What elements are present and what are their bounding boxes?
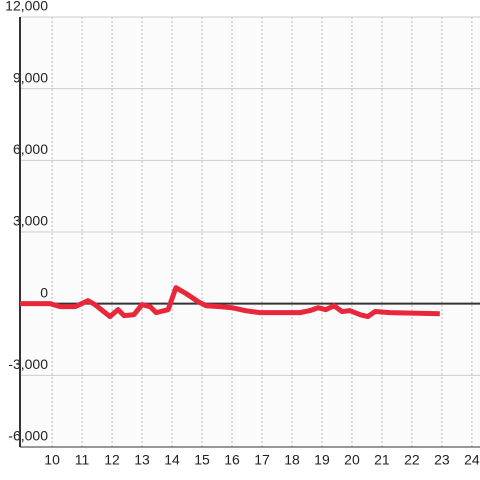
- x-tick-label: 12: [104, 452, 120, 468]
- y-tick-label: 3,000: [13, 213, 48, 229]
- data-line: [20, 285, 440, 320]
- x-tick-label: 18: [284, 452, 300, 468]
- y-tick-label: 9,000: [13, 69, 48, 85]
- x-tick-label: 22: [404, 452, 420, 468]
- y-tick-label: 12,000: [5, 0, 48, 14]
- y-tick-label: -6,000: [8, 428, 48, 444]
- x-tick-label: 11: [75, 452, 90, 468]
- x-tick-label: 23: [434, 452, 450, 468]
- x-tick-label: 20: [344, 452, 360, 468]
- y-tick-label: 6,000: [13, 141, 48, 157]
- x-tick-label: 16: [224, 452, 240, 468]
- y-tick-label: -3,000: [8, 356, 48, 372]
- x-tick-label: 15: [194, 452, 210, 468]
- x-tick-label: 13: [134, 452, 150, 468]
- y-tick-label: 0: [40, 284, 48, 300]
- x-tick-label: 17: [254, 452, 270, 468]
- x-tick-label: 14: [164, 452, 180, 468]
- x-tick-label: 10: [44, 452, 60, 468]
- x-tick-label: 24: [464, 452, 480, 468]
- x-tick-label: 19: [314, 452, 330, 468]
- x-tick-label: 21: [374, 452, 390, 468]
